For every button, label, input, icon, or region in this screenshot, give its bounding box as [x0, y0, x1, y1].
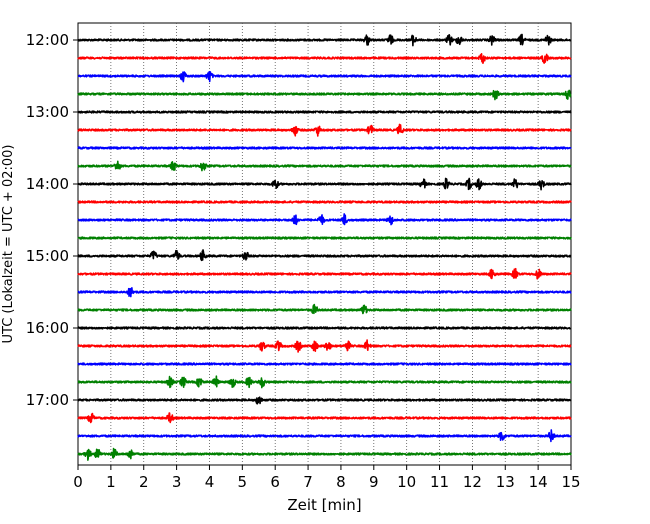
x-tick-label-11: 11 [430, 473, 449, 491]
x-tick-label-4: 4 [205, 473, 215, 491]
trace-22 [77, 429, 572, 443]
y-tick-label-0: 12:00 [26, 31, 69, 49]
trace-8 [77, 177, 572, 191]
x-axis-label: Zeit [min] [287, 496, 361, 514]
trace-17 [77, 339, 572, 353]
traces [77, 33, 572, 461]
x-tick-label-15: 15 [561, 473, 580, 491]
trace-4 [77, 110, 572, 114]
trace-1 [77, 52, 572, 64]
trace-3 [77, 89, 572, 101]
trace-7 [77, 160, 572, 172]
x-axis-ticks: 0 1 2 3 4 5 6 7 8 9 10 11 12 13 14 15 [73, 465, 581, 491]
x-tick-label-12: 12 [463, 473, 482, 491]
y-axis-ticks: 12:00 13:00 14:00 15:00 16:00 17:00 [26, 31, 78, 409]
y-axis-label: UTC (Lokalzeit = UTC + 02:00) [1, 145, 16, 344]
trace-12 [77, 249, 572, 262]
y-tick-label-5: 17:00 [26, 391, 69, 409]
trace-20 [77, 396, 572, 405]
trace-10 [77, 213, 572, 226]
y-tick-label-4: 16:00 [26, 319, 69, 337]
x-tick-label-2: 2 [139, 473, 149, 491]
trace-9 [77, 200, 572, 204]
x-tick-label-6: 6 [270, 473, 280, 491]
trace-6 [77, 146, 572, 150]
trace-2 [77, 70, 572, 83]
trace-11 [77, 236, 572, 240]
x-tick-label-10: 10 [397, 473, 416, 491]
x-tick-label-5: 5 [238, 473, 248, 491]
trace-18 [77, 362, 572, 366]
trace-0 [77, 33, 572, 47]
y-tick-label-3: 15:00 [26, 247, 69, 265]
x-tick-label-3: 3 [172, 473, 182, 491]
y-tick-label-2: 14:00 [26, 175, 69, 193]
trace-14 [77, 287, 572, 298]
trace-16 [77, 326, 572, 330]
x-tick-label-9: 9 [369, 473, 379, 491]
y-tick-label-1: 13:00 [26, 103, 69, 121]
x-tick-label-13: 13 [496, 473, 515, 491]
x-tick-label-1: 1 [106, 473, 116, 491]
plot-area [77, 22, 572, 466]
x-tick-label-0: 0 [73, 473, 83, 491]
trace-15 [77, 303, 572, 315]
x-tick-label-14: 14 [529, 473, 548, 491]
x-tick-label-7: 7 [303, 473, 313, 491]
trace-23 [77, 447, 572, 461]
trace-13 [77, 267, 572, 280]
trace-21 [77, 412, 572, 424]
trace-19 [77, 375, 572, 389]
trace-5 [77, 123, 572, 137]
x-tick-label-8: 8 [336, 473, 346, 491]
